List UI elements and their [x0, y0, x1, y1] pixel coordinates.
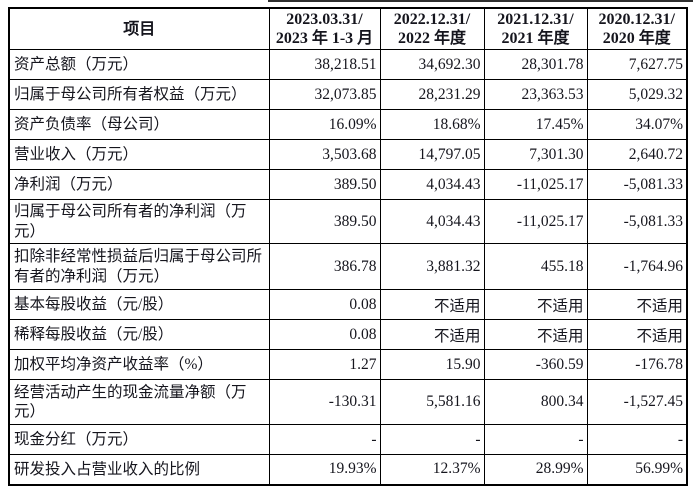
table-row: 归属于母公司所有者的净利润（万元） 389.50 4,034.43 -11,02… — [8, 199, 688, 245]
header-period-2023q1: 2023.03.31/ 2023 年 1-3 月 — [268, 7, 381, 51]
row-label: 归属于母公司所有者权益（万元） — [8, 79, 270, 111]
cell-value: 28,301.78 — [483, 49, 588, 81]
table-row: 净利润（万元） 389.50 4,034.43 -11,025.17 -5,08… — [8, 169, 688, 201]
cell-value: - — [379, 424, 485, 456]
cell-value: 0.08 — [268, 289, 381, 321]
cell-value: 5,581.16 — [379, 379, 485, 426]
cell-value: 28,231.29 — [379, 79, 485, 111]
table-row: 加权平均净资产收益率（%） 1.27 15.90 -360.59 -176.78 — [8, 349, 688, 381]
cell-value: 不适用 — [586, 319, 688, 351]
cell-value: 3,503.68 — [268, 139, 381, 171]
cell-value: -5,081.33 — [586, 199, 688, 245]
cropped-border-artifact — [268, 0, 693, 2]
header-item-column: 项目 — [8, 7, 270, 51]
cell-value: 16.09% — [268, 109, 381, 141]
cell-value: -1,527.45 — [586, 379, 688, 426]
cell-value: 18.68% — [379, 109, 485, 141]
cell-value: 不适用 — [483, 289, 588, 321]
cell-value: 7,627.75 — [586, 49, 688, 81]
table-header-row: 项目 2023.03.31/ 2023 年 1-3 月 2022.12.31/ … — [8, 7, 688, 51]
cell-value: 34.07% — [586, 109, 688, 141]
cell-value: 28.99% — [483, 454, 588, 486]
header-period-2022: 2022.12.31/ 2022 年度 — [379, 7, 485, 51]
cell-value: 23,363.53 — [483, 79, 588, 111]
row-label: 现金分红（万元） — [8, 424, 270, 456]
cell-value: 7,301.30 — [483, 139, 588, 171]
cell-value: 15.90 — [379, 349, 485, 381]
row-label: 经营活动产生的现金流量净额（万元） — [8, 379, 270, 426]
table-row: 稀释每股收益（元/股） 0.08 不适用 不适用 不适用 — [8, 319, 688, 351]
cell-value: -5,081.33 — [586, 169, 688, 201]
table-row: 营业收入（万元） 3,503.68 14,797.05 7,301.30 2,6… — [8, 139, 688, 171]
cell-value: 5,029.32 — [586, 79, 688, 111]
cell-value: 14,797.05 — [379, 139, 485, 171]
row-label: 净利润（万元） — [8, 169, 270, 201]
cell-value: 389.50 — [268, 169, 381, 201]
cell-value: 455.18 — [483, 243, 588, 291]
table-row: 基本每股收益（元/股） 0.08 不适用 不适用 不适用 — [8, 289, 688, 321]
cell-value: -11,025.17 — [483, 169, 588, 201]
row-label: 加权平均净资产收益率（%） — [8, 349, 270, 381]
cell-value: 不适用 — [586, 289, 688, 321]
cell-value: 不适用 — [379, 289, 485, 321]
cell-value: 4,034.43 — [379, 199, 485, 245]
cell-value: -11,025.17 — [483, 199, 588, 245]
cell-value: 56.99% — [586, 454, 688, 486]
cell-value: - — [586, 424, 688, 456]
cell-value: 12.37% — [379, 454, 485, 486]
cell-value: 389.50 — [268, 199, 381, 245]
row-label: 基本每股收益（元/股） — [8, 289, 270, 321]
row-label: 营业收入（万元） — [8, 139, 270, 171]
table-row: 资产负债率（母公司） 16.09% 18.68% 17.45% 34.07% — [8, 109, 688, 141]
cell-value: 800.34 — [483, 379, 588, 426]
cell-value: 0.08 — [268, 319, 381, 351]
cell-value: -130.31 — [268, 379, 381, 426]
cell-value: 2,640.72 — [586, 139, 688, 171]
row-label: 稀释每股收益（元/股） — [8, 319, 270, 351]
row-label: 资产总额（万元） — [8, 49, 270, 81]
table-row: 现金分红（万元） - - - - — [8, 424, 688, 456]
header-period-2021: 2021.12.31/ 2021 年度 — [483, 7, 588, 51]
row-label: 研发投入占营业收入的比例 — [8, 454, 270, 486]
cell-value: 3,881.32 — [379, 243, 485, 291]
cell-value: 不适用 — [379, 319, 485, 351]
row-label: 归属于母公司所有者的净利润（万元） — [8, 199, 270, 245]
cell-value: -176.78 — [586, 349, 688, 381]
row-label: 扣除非经常性损益后归属于母公司所有者的净利润（万元） — [8, 243, 270, 291]
cell-value: - — [268, 424, 381, 456]
cell-value: 17.45% — [483, 109, 588, 141]
cell-value: 32,073.85 — [268, 79, 381, 111]
cell-value: 34,692.30 — [379, 49, 485, 81]
table-row: 扣除非经常性损益后归属于母公司所有者的净利润（万元） 386.78 3,881.… — [8, 243, 688, 291]
cell-value: 19.93% — [268, 454, 381, 486]
cell-value: 1.27 — [268, 349, 381, 381]
cell-value: 不适用 — [483, 319, 588, 351]
cell-value: -1,764.96 — [586, 243, 688, 291]
header-period-2020: 2020.12.31/ 2020 年度 — [586, 7, 688, 51]
table-row: 归属于母公司所有者权益（万元） 32,073.85 28,231.29 23,3… — [8, 79, 688, 111]
cell-value: 38,218.51 — [268, 49, 381, 81]
table-row: 资产总额（万元） 38,218.51 34,692.30 28,301.78 7… — [8, 49, 688, 81]
cell-value: - — [483, 424, 588, 456]
cell-value: 386.78 — [268, 243, 381, 291]
table-row: 经营活动产生的现金流量净额（万元） -130.31 5,581.16 800.3… — [8, 379, 688, 426]
financial-indicators-table: 项目 2023.03.31/ 2023 年 1-3 月 2022.12.31/ … — [8, 7, 688, 486]
row-label: 资产负债率（母公司） — [8, 109, 270, 141]
cell-value: 4,034.43 — [379, 169, 485, 201]
cell-value: -360.59 — [483, 349, 588, 381]
table-row: 研发投入占营业收入的比例 19.93% 12.37% 28.99% 56.99% — [8, 454, 688, 486]
